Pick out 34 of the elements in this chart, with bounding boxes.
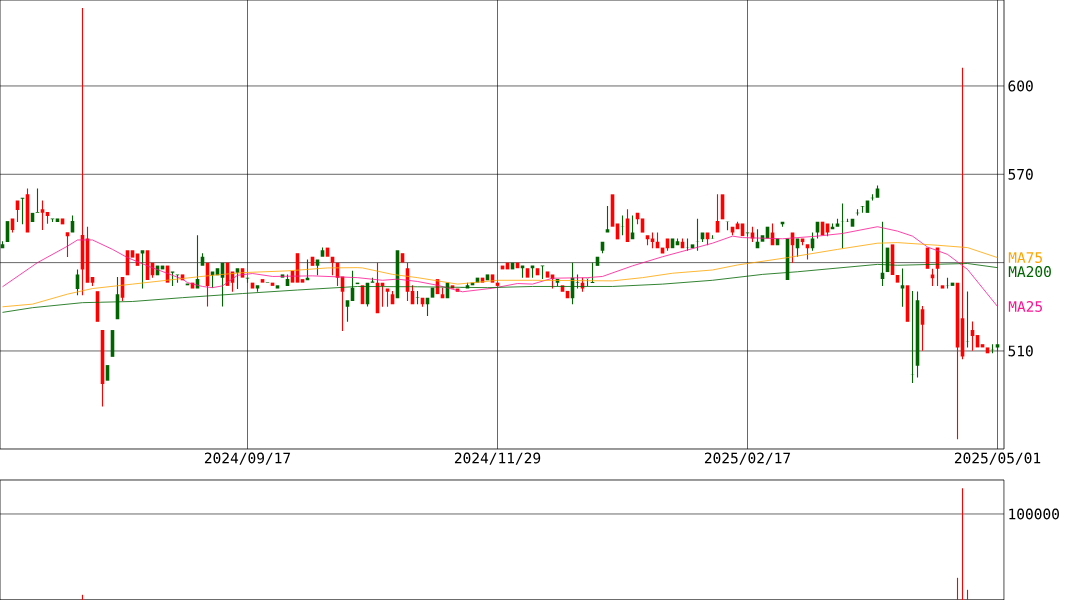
candlestick (620, 215, 625, 236)
series-label: MA200 (1008, 266, 1051, 278)
candlestick (725, 221, 730, 231)
candlestick (415, 290, 420, 305)
series-label: MA75 (1008, 252, 1042, 263)
candlestick (55, 218, 60, 222)
series-label: MA25 (1008, 301, 1042, 312)
candlestick (260, 279, 265, 283)
candlestick (545, 271, 550, 278)
x-tick-label: 2025/05/01 (954, 452, 1041, 465)
line-series (2, 226, 998, 307)
y-tick-label: 100000 (1009, 508, 1059, 520)
candlestick (275, 285, 280, 289)
candlestick (255, 285, 260, 292)
line-series (2, 242, 998, 308)
x-tick-label: 2024/11/29 (454, 452, 541, 465)
candlestick (800, 238, 805, 246)
candlestick (695, 218, 700, 251)
candlestick (910, 290, 915, 384)
candlestick (345, 300, 350, 322)
y-tick-label: 600 (1008, 80, 1033, 92)
candlestick (965, 291, 970, 348)
x-tick-label: 2024/09/17 (204, 452, 291, 465)
candlestick (605, 206, 610, 233)
candlestick (835, 218, 840, 227)
y-tick-label: 570 (1008, 168, 1033, 180)
y-tick-label: 510 (1008, 345, 1033, 357)
candlestick (900, 268, 905, 307)
candlestick (40, 200, 45, 230)
x-tick-label: 2025/02/17 (704, 452, 791, 465)
candlestick (35, 188, 40, 213)
candlestick (940, 285, 945, 289)
candlestick (300, 279, 305, 283)
candlestick (20, 197, 25, 225)
